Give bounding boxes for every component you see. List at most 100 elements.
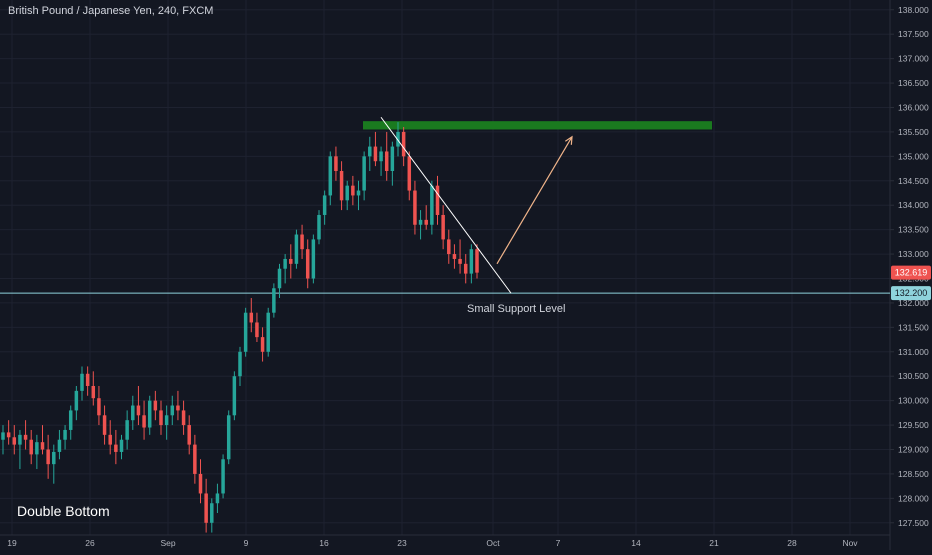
candle-body [305,249,310,279]
price-tick-label: 134.000 [898,200,929,210]
candle-body [339,171,344,201]
grid [0,0,890,535]
time-tick-label: 19 [7,538,17,548]
candle-body [356,190,361,196]
projection-arrow[interactable] [496,136,573,265]
symbol-title[interactable]: British Pound / Japanese Yen, 240, FXCM [8,5,214,17]
candle-body [18,434,22,445]
price-tick-label: 135.000 [898,151,929,161]
price-tick-label: 133.000 [898,249,929,259]
candle-body [57,439,62,452]
support-level-label: Small Support Level [467,303,565,315]
candle-body [475,249,479,273]
candle-body [322,195,327,215]
time-tick-label: Sep [160,538,175,548]
candle-body [283,258,287,269]
price-tick-label: 137.000 [898,54,929,64]
price-tick-label: 128.500 [898,469,929,479]
time-tick-label: Oct [486,538,500,548]
candles [1,122,479,533]
candle-body [384,151,389,172]
candle-body [260,337,265,352]
price-tick-label: 128.000 [898,493,929,503]
candle-body [435,185,440,215]
candle-body [215,493,220,504]
drawings[interactable] [0,121,890,294]
price-tick-label: 131.500 [898,322,929,332]
candle-body [142,415,146,428]
candle-body [390,146,395,172]
support-price-tag [891,286,931,301]
candle-body [311,239,316,279]
candle-body [85,373,90,386]
price-tick-label: 130.000 [898,396,929,406]
candle-body [243,312,248,352]
double-bottom-label: Double Bottom [17,503,110,519]
candle-body [351,185,355,196]
candle-body [176,405,180,411]
support-price-value: 132.200 [895,288,928,298]
candle-body [407,156,412,191]
candle-body [232,376,237,416]
candle-body [221,459,225,494]
time-tick-label: 14 [631,538,641,548]
candle-body [334,156,338,172]
candle-body [80,373,84,391]
candle-body [210,503,214,523]
candle-body [125,420,129,440]
price-tick-label: 136.500 [898,78,929,88]
price-tick-label: 133.500 [898,225,929,235]
candle-body [63,429,67,440]
candle-body [277,268,282,289]
candle-body [159,410,163,426]
candle-body [249,312,254,323]
candle-body [300,234,304,250]
candle-body [238,351,242,377]
price-tick-label: 136.000 [898,102,929,112]
descending-trendline[interactable] [380,116,512,294]
candle-body [74,390,79,411]
price-tick-label: 134.500 [898,176,929,186]
candle-body [102,415,107,435]
candle-body [441,214,445,240]
time-tick-label: 28 [787,538,797,548]
candle-body [396,131,400,147]
candle-body [424,219,428,225]
candle-body [193,444,197,474]
candle-body [463,263,468,274]
candle-body [289,258,293,264]
time-tick-label: 9 [244,538,249,548]
candle-body [52,451,56,465]
price-tick-label: 138.000 [898,5,929,15]
price-tick-label: 127.500 [898,518,929,528]
candle-body [368,146,372,157]
candle-body [266,312,270,352]
time-tick-label: Nov [842,538,858,548]
candle-body [413,190,417,225]
candle-body [469,249,474,274]
price-tick-label: 135.500 [898,127,929,137]
candle-body [226,415,231,460]
time-tick-label: 23 [397,538,407,548]
candle-body [164,415,169,426]
current-price-tag [891,265,931,280]
candle-body [345,185,349,201]
candle-body [147,400,152,428]
candle-body [198,473,203,494]
resistance-zone[interactable] [363,121,712,130]
candle-body [294,234,299,264]
candle-body [418,219,423,225]
trend-drawings[interactable] [380,116,573,294]
candle-body [452,254,457,259]
candle-body [430,185,434,225]
candle-body [91,385,96,399]
time-axis[interactable]: 19 26 Sep 9 16 23 Oct 7 14 21 28 Nov [7,538,858,548]
price-tags: 132.619 132.200 [891,265,931,301]
candle-body [23,434,28,440]
candle-body [114,444,118,452]
price-tick-label: 137.500 [898,29,929,39]
candle-body [1,432,5,440]
candle-body [204,493,208,523]
